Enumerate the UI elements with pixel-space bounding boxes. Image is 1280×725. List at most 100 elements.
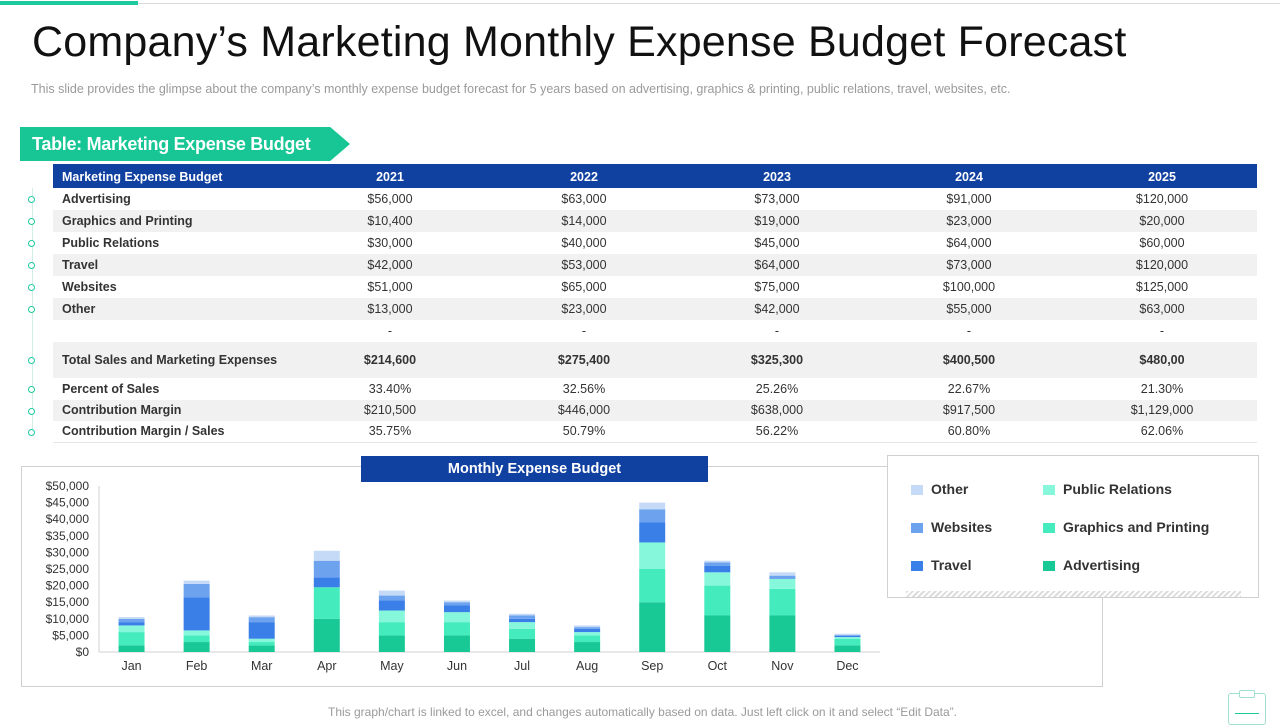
row-value-2021: $10,400 <box>367 214 413 228</box>
row-value-2022: $14,000 <box>561 214 607 228</box>
row-value-2024: $400,500 <box>942 353 996 367</box>
row-value-2025: $20,000 <box>1139 214 1185 228</box>
legend-label: Websites <box>931 519 993 535</box>
row-value-2023: 25.26% <box>755 382 799 396</box>
row-value-2022: $446,000 <box>557 403 611 417</box>
page-subtitle: This slide provides the glimpse about th… <box>31 82 1011 96</box>
row-bullet-icon <box>28 218 35 225</box>
table-row-travel: Travel $42,000 $53,000 $64,000 $73,000 $120,0… <box>28 254 1257 276</box>
row-value-2023: $73,000 <box>754 192 800 206</box>
bar-may-other <box>378 590 405 596</box>
row-value-2021: $214,600 <box>363 353 417 367</box>
row-bullet-icon <box>28 429 35 436</box>
row-value-2025: 21.30% <box>1140 382 1184 396</box>
bar-mar-travel <box>248 622 275 639</box>
legend-label: Public Relations <box>1063 481 1172 497</box>
table-row-spacer: ----- <box>53 320 1257 342</box>
row-value-2022: $63,000 <box>561 192 607 206</box>
row-value-2021: 35.75% <box>368 424 412 438</box>
row-value-2022: - <box>581 324 587 338</box>
bar-jun-public-relations <box>443 612 470 623</box>
legend-item: Advertising <box>1043 557 1140 573</box>
x-tick-label: Feb <box>186 659 208 673</box>
top-divider <box>0 3 1280 4</box>
bar-jan-graphics-and-printing <box>118 632 145 646</box>
row-value-2022: $53,000 <box>561 258 607 272</box>
row-value-2023: - <box>774 324 780 338</box>
row-label: Percent of Sales <box>62 382 160 396</box>
row-label: Public Relations <box>62 236 160 250</box>
table-header-2024: 2024 <box>955 170 983 184</box>
row-label: Other <box>62 302 96 316</box>
row-value-2023: $638,000 <box>750 403 804 417</box>
legend-swatch <box>1043 485 1055 495</box>
bar-jun-travel <box>443 605 470 613</box>
x-tick-label: Nov <box>771 659 794 673</box>
bar-dec-travel <box>834 635 861 638</box>
table-row-websites: Websites $51,000 $65,000 $75,000 $100,000 $12… <box>28 276 1257 298</box>
row-value-2023: $42,000 <box>754 302 800 316</box>
bar-oct-other <box>704 560 731 563</box>
row-bullet-icon <box>28 357 35 364</box>
y-tick-label: $25,000 <box>46 562 90 576</box>
bar-dec-public-relations <box>834 637 861 639</box>
bar-jun-advertising <box>443 635 470 652</box>
bar-apr-other <box>313 550 340 561</box>
clipboard-icon[interactable] <box>1228 690 1266 725</box>
table-row-advertising: Advertising $56,000 $63,000 $73,000 $91,000 $… <box>28 188 1257 210</box>
row-value-2022: 50.79% <box>562 424 606 438</box>
y-tick-label: $35,000 <box>46 529 90 543</box>
bar-nov-advertising <box>769 615 796 652</box>
bar-jul-websites <box>509 615 536 619</box>
row-value-2023: $325,300 <box>750 353 804 367</box>
legend-label: Graphics and Printing <box>1063 519 1210 535</box>
table-header-label: Marketing Expense Budget <box>62 170 223 184</box>
bar-jul-advertising <box>509 638 536 652</box>
row-value-2022: $40,000 <box>561 236 607 250</box>
table-row-graphics-printing: Graphics and Printing $10,400 $14,000 $19,0… <box>28 210 1257 232</box>
bar-dec-graphics-and-printing <box>834 638 861 646</box>
row-bullet-icon <box>28 386 35 393</box>
row-value-2025: 62.06% <box>1140 424 1184 438</box>
bar-jul-other <box>509 613 536 616</box>
row-value-2024: 60.80% <box>947 424 991 438</box>
y-tick-label: $10,000 <box>46 612 90 626</box>
bar-jul-travel <box>509 618 536 623</box>
x-tick-label: May <box>380 659 404 673</box>
row-value-2024: $23,000 <box>946 214 992 228</box>
row-value-2023: $64,000 <box>754 258 800 272</box>
row-value-2022: $275,400 <box>557 353 611 367</box>
bar-feb-websites <box>183 583 210 598</box>
row-value-2025: $1,129,000 <box>1130 403 1194 417</box>
bar-sep-travel <box>639 522 666 543</box>
x-tick-label: Dec <box>836 659 858 673</box>
row-value-2023: $19,000 <box>754 214 800 228</box>
x-tick-label: Jul <box>514 659 530 673</box>
row-bullet-icon <box>28 284 35 291</box>
row-bullet-icon <box>28 240 35 247</box>
table-row-contribution-margin: Contribution Margin $210,500 $446,000 $638,… <box>28 400 1257 421</box>
bar-jan-websites <box>118 618 145 623</box>
bar-may-websites <box>378 595 405 601</box>
bar-apr-websites <box>313 560 340 578</box>
row-bullet-icon <box>28 262 35 269</box>
legend-swatch <box>1043 523 1055 533</box>
bar-sep-graphics-and-printing <box>639 569 666 603</box>
bar-aug-advertising <box>574 642 601 652</box>
bar-sep-public-relations <box>639 542 666 569</box>
bar-may-travel <box>378 600 405 611</box>
legend-swatch <box>911 485 923 495</box>
x-tick-label: Aug <box>576 659 598 673</box>
y-tick-label: $50,000 <box>46 479 90 493</box>
row-value-2023: $75,000 <box>754 280 800 294</box>
row-bullet-icon <box>28 306 35 313</box>
top-accent-bar <box>0 1 138 5</box>
row-value-2024: 22.67% <box>947 382 991 396</box>
table-body: Advertising $56,000 $63,000 $73,000 $91,000 $… <box>28 188 1257 443</box>
chart-title: Monthly Expense Budget <box>361 456 708 482</box>
bar-feb-advertising <box>183 642 210 652</box>
bar-aug-travel <box>574 628 601 633</box>
legend-label: Other <box>931 481 969 497</box>
bar-sep-other <box>639 502 666 510</box>
